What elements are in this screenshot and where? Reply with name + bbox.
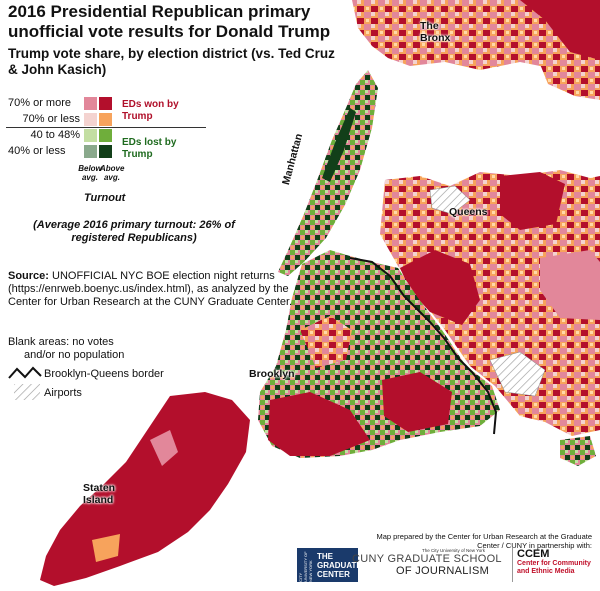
legend-swatch [99, 145, 112, 158]
credit-note: Map prepared by the Center for Urban Res… [376, 532, 592, 550]
legend-swatch [99, 113, 112, 126]
border-key-label: Brooklyn-Queens border [44, 368, 164, 380]
legend-row-label: 40 to 48% [30, 129, 80, 141]
bronx-area [352, 0, 600, 100]
legend-swatch [99, 97, 112, 110]
turnout-note: (Average 2016 primary turnout: 26% of re… [33, 219, 235, 244]
graduate-center-logo: CITY UNIVERSITY OF NEW YORK THE GRADUATE… [297, 548, 362, 582]
airport-hatch-icon [14, 384, 40, 400]
bronx-label: The Bronx [420, 20, 451, 44]
legend-above-avg: Above avg. [100, 164, 125, 182]
journalism-logo-top: The City University of New York [422, 548, 486, 553]
ccem-logo-subtitle: Center for Community and Ethnic Media [517, 560, 591, 575]
ccem-logo-title: CCEM [517, 548, 550, 560]
brooklyn-label: Brooklyn [249, 368, 295, 380]
brooklyn-area [258, 250, 500, 458]
legend-won-label: EDs won by Trump [122, 99, 179, 122]
legend-divider [6, 127, 206, 128]
source-text: UNOFFICIAL NYC BOE election night return… [8, 270, 293, 308]
rockaway-area [560, 436, 596, 466]
blank-areas-note: Blank areas: no votes [8, 336, 114, 348]
legend-swatch [84, 97, 97, 110]
legend-swatch [84, 145, 97, 158]
journalism-logo: The City University of New York CUNY GRA… [352, 548, 506, 582]
source-label: Source: [8, 270, 49, 282]
legend-turnout-label: Turnout [84, 192, 126, 204]
legend-lost-label: EDs lost by Trump [122, 137, 177, 160]
legend-row-label: 40% or less [8, 145, 66, 157]
journalism-logo-line2: OF JOURNALISM [396, 565, 490, 577]
legend-swatch [84, 129, 97, 142]
blank-areas-note-2: and/or no population [24, 349, 125, 361]
legend-row-label: 70% or less [22, 113, 80, 125]
gc-logo-side-text: CITY UNIVERSITY OF NEW YORK [298, 551, 313, 582]
source-note: Source: UNOFFICIAL NYC BOE election nigh… [8, 270, 308, 309]
gc-logo-text: THE GRADUATE CENTER [317, 551, 362, 579]
brooklyn-queens-border-line [349, 257, 498, 435]
border-line-icon [8, 366, 42, 379]
legend-row-label: 70% or more [8, 97, 71, 109]
map-title: 2016 Presidential Republican primary uno… [8, 2, 331, 41]
airports-key-label: Airports [44, 387, 82, 399]
legend-below-avg: Below avg. [78, 164, 102, 182]
staten-island-label: Staten Island [83, 482, 116, 506]
queens-area [380, 170, 600, 436]
staten-island-area [40, 392, 250, 586]
legend-swatch [84, 113, 97, 126]
queens-label: Queens [449, 206, 488, 218]
legend-swatch [99, 129, 112, 142]
journalism-logo-line1: CUNY GRADUATE SCHOOL [352, 553, 502, 565]
ccem-logo: CCEM Center for Community and Ethnic Med… [512, 548, 599, 582]
map-subtitle: Trump vote share, by election district (… [8, 46, 335, 77]
manhattan-area [278, 70, 378, 276]
